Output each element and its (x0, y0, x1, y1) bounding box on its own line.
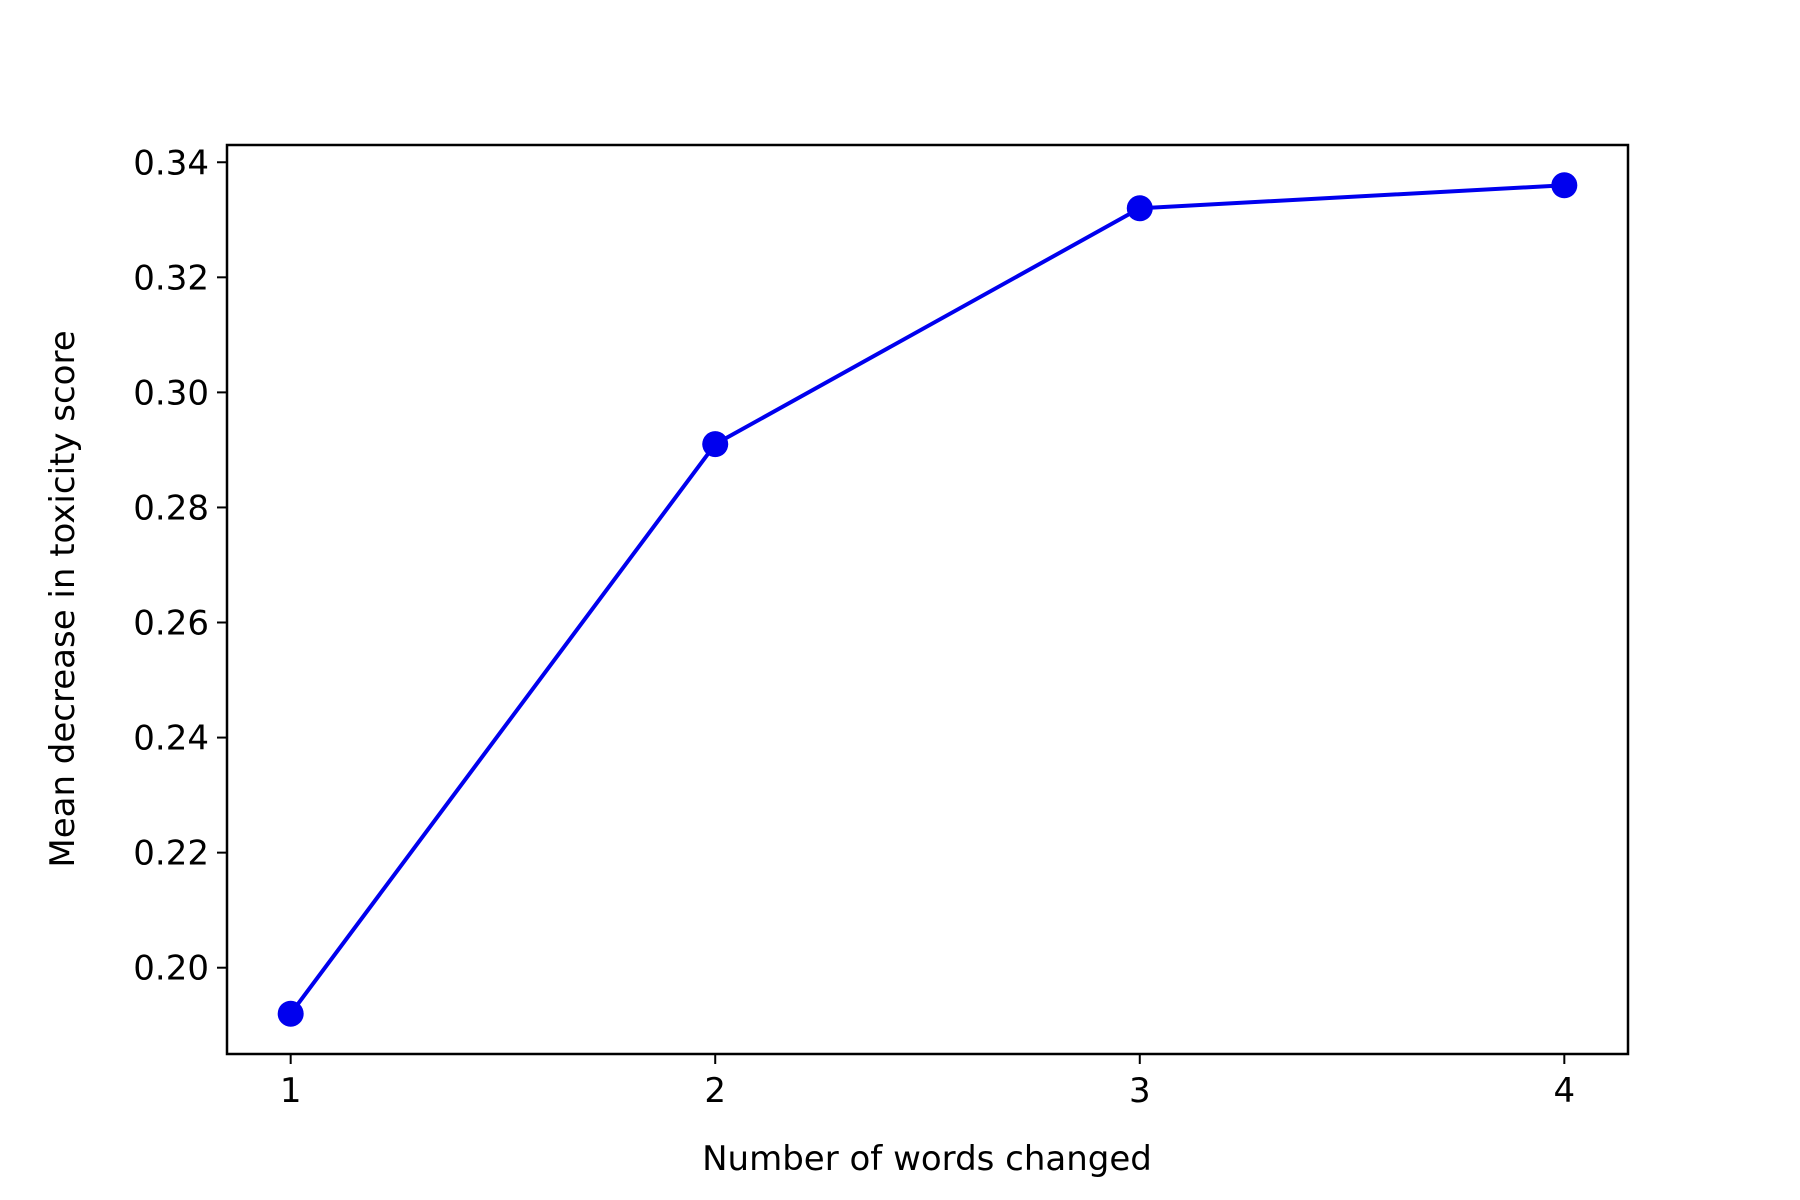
x-tick-label: 3 (1129, 1071, 1151, 1111)
y-tick-label: 0.34 (133, 143, 209, 183)
x-tick-label: 1 (280, 1071, 302, 1111)
x-axis-label: Number of words changed (702, 1139, 1152, 1179)
data-point (1126, 195, 1153, 222)
x-tick-label: 4 (1553, 1071, 1575, 1111)
y-axis-ticks: 0.20 0.22 0.24 0.26 0.28 0.30 0.32 0.34 (133, 143, 227, 989)
y-tick-label: 0.32 (133, 258, 209, 298)
series-layer (277, 172, 1578, 1027)
x-axis-ticks: 1 2 3 4 (280, 1054, 1575, 1111)
data-point (702, 431, 729, 458)
y-tick-label: 0.20 (133, 949, 209, 989)
series-line (289, 183, 1565, 1015)
y-tick-label: 0.26 (133, 604, 209, 644)
y-tick-label: 0.24 (133, 719, 209, 759)
data-point (1551, 172, 1578, 199)
y-tick-label: 0.28 (133, 488, 209, 528)
y-tick-label: 0.22 (133, 834, 209, 874)
plot-frame (225, 143, 1630, 1056)
y-tick-label: 0.30 (133, 373, 209, 413)
y-axis-label: Mean decrease in toxicity score (43, 330, 83, 867)
x-tick-label: 2 (704, 1071, 726, 1111)
data-point (277, 1000, 304, 1027)
